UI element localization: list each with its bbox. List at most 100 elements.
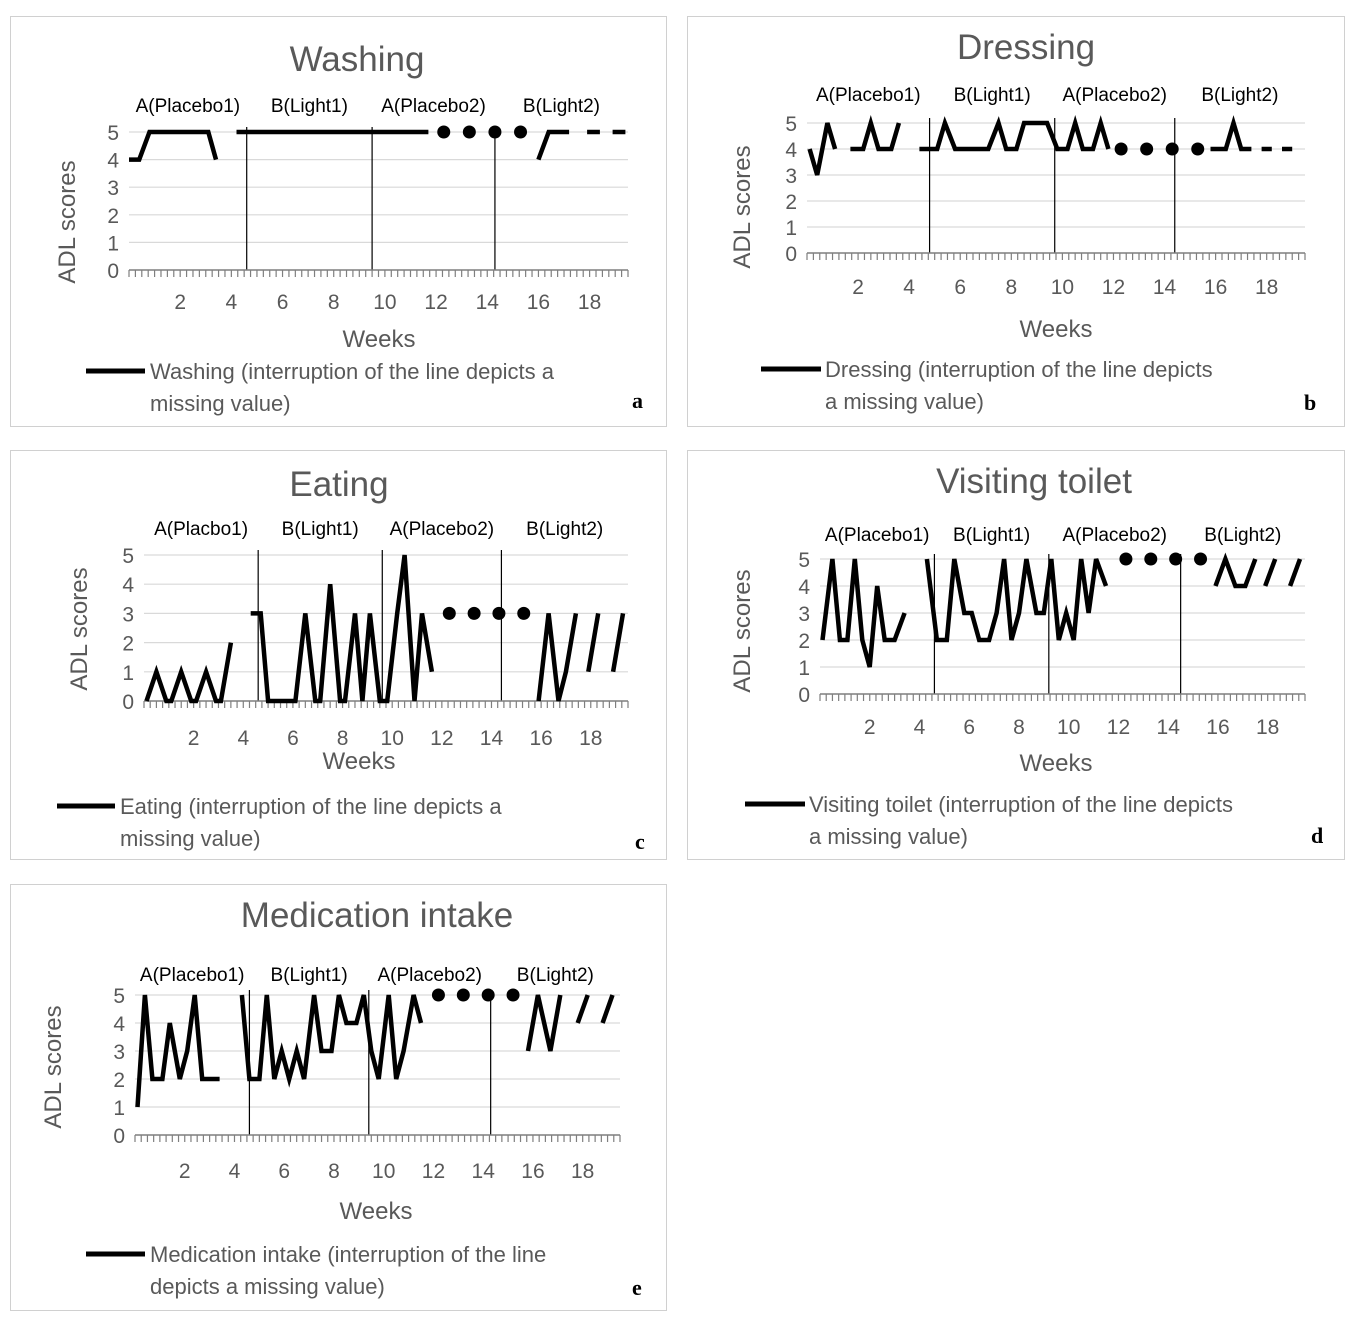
data-point-dot bbox=[481, 988, 495, 1002]
y-axis-label: ADL scores bbox=[729, 569, 756, 692]
legend-line: depicts a missing value) bbox=[150, 1274, 385, 1299]
y-tick-label: 1 bbox=[113, 1097, 125, 1120]
data-point-dot bbox=[1194, 552, 1208, 566]
y-tick-label: 0 bbox=[122, 691, 134, 714]
y-tick-label: 1 bbox=[798, 657, 810, 680]
x-tick-label: 4 bbox=[226, 291, 238, 314]
data-point-dot bbox=[488, 125, 502, 139]
x-ticks: 2 4 6 8 10 12 14 16 18 bbox=[179, 1160, 594, 1183]
x-tick-label: 2 bbox=[852, 276, 864, 299]
x-tick-label: 12 bbox=[1102, 276, 1125, 299]
y-tick-label: 2 bbox=[107, 205, 119, 228]
x-tick-label: 6 bbox=[963, 716, 975, 739]
missing-dots bbox=[431, 988, 520, 1002]
phase-labels: A(Placebo1) B(Light1) A(Placebo2) B(Light2) bbox=[140, 965, 594, 986]
x-tick-label: 18 bbox=[578, 291, 601, 314]
legend-label: Washing (interruption of the line depict… bbox=[150, 359, 555, 416]
series-line bbox=[1210, 115, 1252, 152]
chart-panel-medication-intake: Medication intake A(Placebo1) B(Light1) A(… bbox=[10, 884, 667, 1311]
legend-line: missing value) bbox=[120, 826, 261, 851]
phase-boundaries bbox=[257, 550, 503, 701]
x-tick-label: 12 bbox=[430, 727, 453, 750]
panel-letter: d bbox=[1311, 823, 1323, 848]
data-point-dot bbox=[1191, 142, 1205, 156]
legend-line: Dressing (interruption of the line depic… bbox=[825, 357, 1213, 382]
data-point-dot bbox=[514, 125, 528, 139]
x-axis bbox=[819, 693, 1306, 701]
x-axis-label: Weeks bbox=[1020, 750, 1093, 777]
x-tick-label: 16 bbox=[1204, 276, 1227, 299]
legend-line: Washing (interruption of the line depict… bbox=[150, 359, 555, 384]
phase-label: A(Placebo1) bbox=[140, 965, 245, 986]
phase-label: B(Light1) bbox=[271, 965, 348, 986]
gridlines bbox=[129, 131, 628, 243]
y-tick-label: 1 bbox=[107, 232, 119, 255]
series-line bbox=[144, 642, 234, 704]
phase-labels: A(Placebo1) B(Light1) A(Placebo2) B(Light2) bbox=[136, 96, 600, 117]
x-tick-label: 12 bbox=[1107, 716, 1130, 739]
chart-title: Washing bbox=[290, 40, 425, 79]
series-line bbox=[525, 994, 563, 1052]
legend-line: Eating (interruption of the line depicts… bbox=[120, 794, 502, 819]
y-tick-label: 2 bbox=[798, 630, 810, 653]
series-line bbox=[924, 558, 1109, 643]
x-axis bbox=[128, 269, 629, 277]
x-axis bbox=[806, 252, 1306, 260]
series-lines bbox=[807, 115, 1293, 176]
legend-label: Medication intake (interruption of the l… bbox=[150, 1242, 546, 1299]
missing-dots bbox=[437, 125, 528, 139]
legend-line: a missing value) bbox=[825, 389, 984, 414]
series-line bbox=[600, 994, 615, 1024]
y-tick-label: 3 bbox=[113, 1041, 125, 1064]
data-point-dot bbox=[1114, 142, 1128, 156]
y-tick-label: 5 bbox=[785, 113, 797, 136]
series-line bbox=[919, 115, 1111, 152]
panel-letter: b bbox=[1304, 390, 1316, 415]
y-tick-label: 4 bbox=[785, 139, 797, 162]
phase-label: B(Light2) bbox=[1204, 525, 1281, 546]
x-tick-label: 6 bbox=[277, 291, 289, 314]
chart-title: Dressing bbox=[957, 28, 1095, 67]
data-point-dot bbox=[492, 606, 506, 620]
x-tick-label: 16 bbox=[527, 291, 550, 314]
series-line bbox=[1213, 552, 1258, 589]
phase-labels: A(Placebo1) B(Light1) A(Placebo2) B(Light2) bbox=[825, 525, 1281, 546]
x-tick-label: 16 bbox=[1206, 716, 1229, 739]
legend-line: Visiting toilet (interruption of the lin… bbox=[809, 792, 1233, 817]
panel-letter: e bbox=[632, 1275, 642, 1300]
x-tick-label: 18 bbox=[579, 727, 602, 750]
legend-line: a missing value) bbox=[809, 824, 968, 849]
x-tick-label: 2 bbox=[188, 727, 200, 750]
x-tick-label: 14 bbox=[1153, 276, 1177, 299]
y-tick-label: 0 bbox=[785, 243, 797, 266]
chart-svg-medication-intake: Medication intake A(Placebo1) B(Light1) A(… bbox=[40, 896, 642, 1300]
data-point-dot bbox=[467, 606, 481, 620]
series-line bbox=[135, 994, 220, 1108]
chart-title: Eating bbox=[289, 465, 388, 504]
x-tick-label: 12 bbox=[424, 291, 447, 314]
series-lines bbox=[820, 552, 1303, 668]
phase-label: A(Placebo1) bbox=[816, 85, 921, 106]
y-tick-label: 0 bbox=[107, 260, 119, 283]
series-line bbox=[575, 994, 590, 1024]
y-tick-label: 3 bbox=[107, 177, 119, 200]
x-tick-label: 10 bbox=[381, 727, 404, 750]
data-point-dot bbox=[462, 125, 476, 139]
series-line bbox=[536, 129, 570, 161]
y-tick-label: 3 bbox=[798, 603, 810, 626]
legend-label: Eating (interruption of the line depicts… bbox=[120, 794, 502, 851]
chart-panel-dressing: Dressing A(Placebo1) B(Light1) A(Placebo2)… bbox=[687, 16, 1345, 427]
y-tick-label: 0 bbox=[798, 684, 810, 707]
y-tick-label: 3 bbox=[785, 165, 797, 188]
y-tick-label: 5 bbox=[122, 545, 134, 568]
gridlines bbox=[135, 994, 620, 1108]
y-ticks: 0 1 2 3 4 5 bbox=[113, 985, 125, 1148]
series-line bbox=[820, 558, 907, 668]
series-line bbox=[807, 122, 838, 176]
x-ticks: 2 4 6 8 10 12 14 16 18 bbox=[864, 716, 1279, 739]
x-tick-label: 14 bbox=[480, 727, 504, 750]
y-tick-label: 5 bbox=[798, 549, 810, 572]
phase-label: B(Light1) bbox=[953, 525, 1030, 546]
data-point-dot bbox=[1119, 552, 1133, 566]
x-tick-label: 16 bbox=[529, 727, 552, 750]
